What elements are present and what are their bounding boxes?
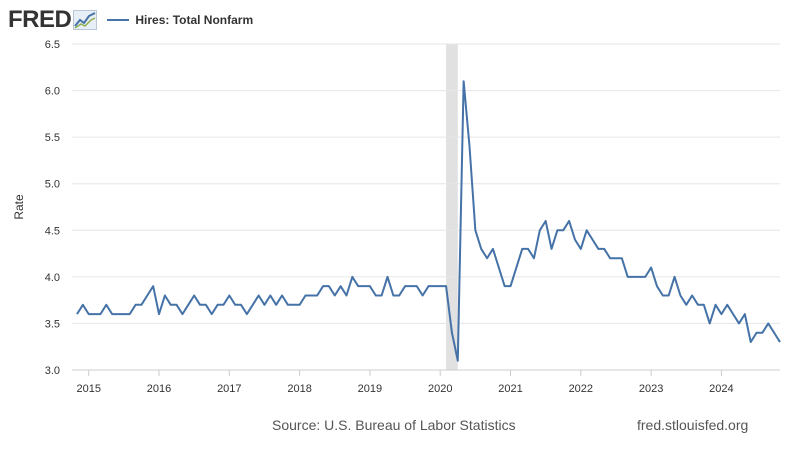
recession-shading — [446, 44, 458, 370]
y-tick-label: 5.5 — [45, 132, 60, 144]
x-tick-label: 2022 — [569, 383, 593, 395]
y-tick-label: 4.0 — [45, 272, 60, 284]
y-tick-label: 6.0 — [45, 86, 60, 98]
plot-area — [72, 44, 780, 370]
line-chart[interactable]: 3.0 3.5 4.0 4.5 5.0 5.5 6.0 6.5 2015 2016 2017 2018… — [0, 0, 800, 410]
y-tick-label: 3.0 — [45, 365, 60, 377]
legend[interactable]: Hires: Total Nonfarm — [107, 13, 253, 27]
y-tick-label: 5.0 — [45, 179, 60, 191]
x-tick-label: 2016 — [147, 383, 171, 395]
y-tick-label: 6.5 — [45, 39, 60, 51]
x-tick-label: 2020 — [428, 383, 452, 395]
legend-swatch — [107, 19, 130, 21]
x-tick-label: 2019 — [358, 383, 382, 395]
header: FRED Hires: Total Nonfarm — [8, 6, 253, 34]
trend-graph-icon — [73, 10, 98, 30]
y-axis-label: Rate — [12, 194, 26, 220]
x-tick-label: 2023 — [639, 383, 663, 395]
source-note: Source: U.S. Bureau of Labor Statistics — [272, 417, 516, 433]
y-tick-label: 4.5 — [45, 225, 60, 237]
x-tick-label: 2015 — [76, 383, 100, 395]
x-tick-label: 2017 — [217, 383, 241, 395]
x-tick-label: 2024 — [709, 383, 733, 395]
x-tick-label: 2018 — [287, 383, 311, 395]
y-tick-label: 3.5 — [45, 318, 60, 330]
x-tick-label: 2021 — [498, 383, 522, 395]
series-line — [76, 80, 781, 362]
legend-label: Hires: Total Nonfarm — [135, 13, 254, 27]
fred-url-link[interactable]: fred.stlouisfed.org — [637, 417, 749, 433]
fred-logo[interactable]: FRED — [8, 6, 72, 33]
